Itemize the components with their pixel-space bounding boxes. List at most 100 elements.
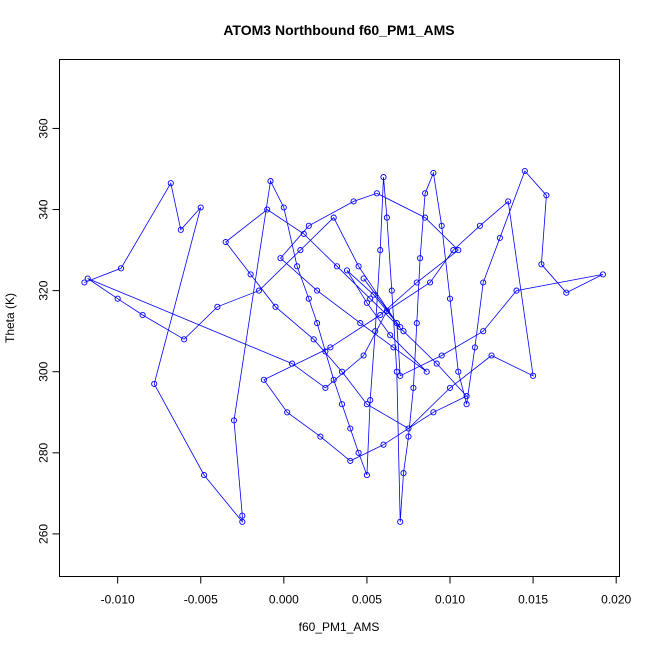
data-point xyxy=(294,263,301,270)
data-point xyxy=(423,368,430,375)
data-point xyxy=(239,512,246,519)
data-point xyxy=(372,328,379,335)
data-point xyxy=(114,295,121,302)
data-point xyxy=(314,320,321,327)
data-point xyxy=(521,167,528,175)
data-point xyxy=(388,287,395,294)
data-point xyxy=(277,255,284,262)
data-point xyxy=(433,360,440,367)
data-point xyxy=(380,441,387,448)
data-point xyxy=(496,234,503,241)
data-point xyxy=(322,348,329,355)
data-point xyxy=(387,332,394,339)
data-point xyxy=(260,376,267,383)
data-point xyxy=(563,289,570,296)
data-point xyxy=(272,303,279,310)
data-point xyxy=(543,192,550,199)
data-point xyxy=(181,336,188,343)
data-point xyxy=(355,263,362,270)
data-point xyxy=(413,320,420,327)
data-point xyxy=(430,409,437,416)
x-tick-label: 0.010 xyxy=(435,593,465,607)
y-tick-label: 340 xyxy=(37,199,51,219)
data-point xyxy=(350,198,357,205)
plot-frame xyxy=(59,59,620,577)
data-point xyxy=(360,275,367,282)
data-point xyxy=(343,267,351,274)
data-point xyxy=(214,303,221,310)
data-point xyxy=(297,247,304,254)
data-point xyxy=(480,328,487,335)
data-point xyxy=(513,287,520,294)
data-point xyxy=(347,425,354,432)
data-point xyxy=(367,295,374,302)
y-tick-label: 260 xyxy=(37,524,51,544)
data-point xyxy=(289,360,296,367)
y-tick-label: 360 xyxy=(37,118,51,138)
data-point xyxy=(247,271,254,278)
data-point xyxy=(222,238,229,246)
data-point xyxy=(310,336,317,343)
data-point xyxy=(363,472,370,479)
y-tick-label: 320 xyxy=(37,280,51,300)
data-point xyxy=(438,222,445,229)
x-tick-label: 0.005 xyxy=(352,593,382,607)
data-point xyxy=(530,372,537,379)
data-point xyxy=(390,344,397,351)
data-point xyxy=(505,198,512,205)
data-point xyxy=(377,311,384,319)
data-point xyxy=(322,384,329,391)
data-point xyxy=(455,247,462,254)
x-tick-label: -0.005 xyxy=(184,593,218,607)
data-point xyxy=(167,180,174,187)
data-point xyxy=(377,247,384,254)
data-point xyxy=(370,291,377,298)
y-tick-label: 280 xyxy=(37,442,51,462)
data-point xyxy=(117,265,125,272)
data-point xyxy=(280,204,287,211)
data-point xyxy=(488,352,495,359)
data-point xyxy=(599,271,606,278)
plot-title: ATOM3 Northbound f60_PM1_AMS xyxy=(223,22,454,38)
data-point xyxy=(327,344,334,351)
data-point xyxy=(333,263,341,270)
data-point xyxy=(84,275,91,282)
data-point xyxy=(383,214,390,221)
data-point xyxy=(538,261,545,268)
data-point xyxy=(422,214,429,221)
x-tick-label: -0.010 xyxy=(101,593,135,607)
data-point xyxy=(230,417,238,424)
x-axis: -0.010 -0.005 0.000 0.005 0.010 0.015 0.020 xyxy=(101,576,632,607)
data-point xyxy=(397,372,404,379)
data-point xyxy=(397,324,404,331)
x-tick-label: 0.015 xyxy=(518,593,548,607)
data-point xyxy=(471,344,478,351)
y-axis: 260 280 300 320 340 360 xyxy=(37,118,60,544)
data-point xyxy=(430,169,437,177)
y-tick-label: 300 xyxy=(37,361,51,381)
data-point xyxy=(314,287,321,294)
data-point xyxy=(393,320,400,327)
data-point xyxy=(400,470,407,477)
data-point xyxy=(338,368,346,375)
data-point xyxy=(405,433,412,440)
data-point xyxy=(476,222,483,229)
data-point xyxy=(305,295,312,302)
data-point xyxy=(177,226,184,233)
data-point xyxy=(413,279,420,286)
data-point xyxy=(355,449,362,456)
data-point xyxy=(446,295,454,302)
data-point xyxy=(330,214,337,221)
data-point xyxy=(393,368,400,375)
data-point xyxy=(197,204,204,211)
data-point xyxy=(347,457,354,464)
data-point xyxy=(400,328,407,335)
data-point xyxy=(363,401,370,408)
data-point xyxy=(405,425,412,432)
data-point xyxy=(267,178,274,185)
x-tick-label: 0.000 xyxy=(269,593,299,607)
data-point xyxy=(397,518,404,525)
data-point xyxy=(300,230,307,237)
data-point xyxy=(446,384,454,391)
data-point xyxy=(264,206,271,213)
